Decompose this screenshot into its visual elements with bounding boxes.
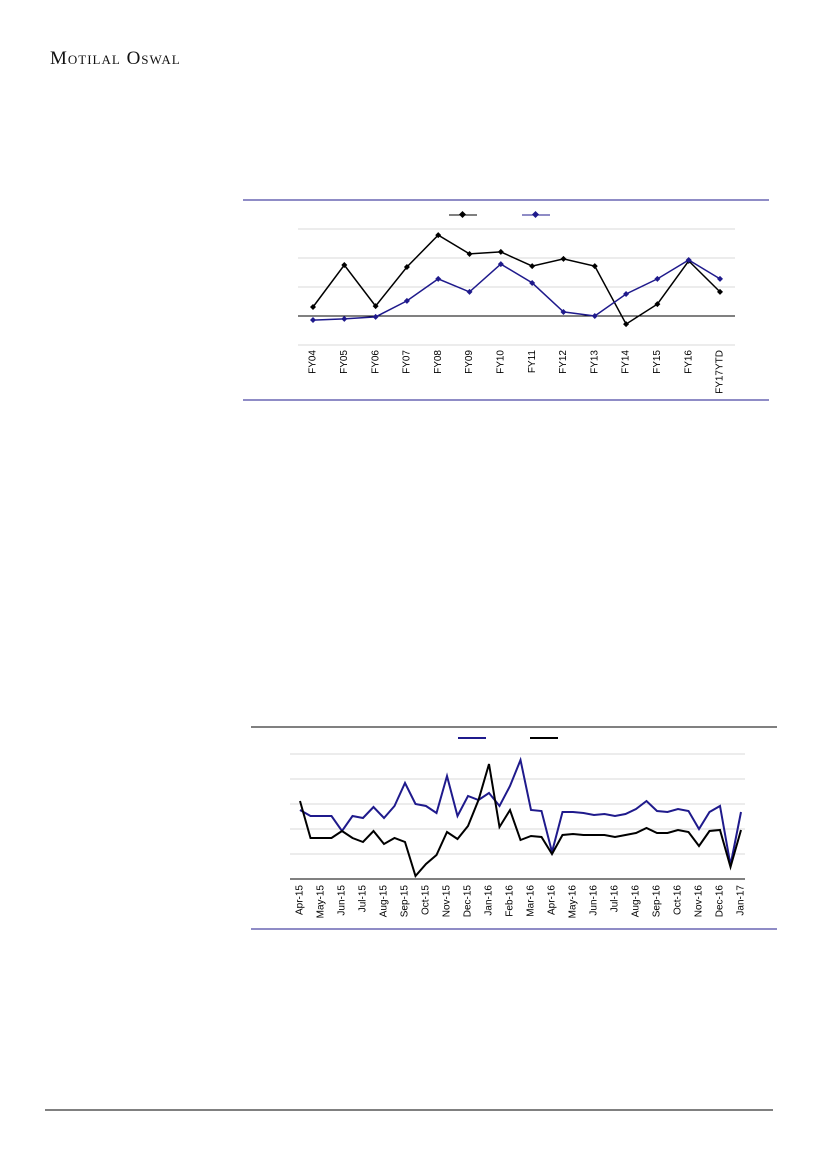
point (623, 290, 630, 297)
point (403, 297, 410, 304)
legend-marker (531, 210, 540, 219)
point (372, 303, 379, 310)
x-tick-label: Oct-15 (421, 885, 432, 915)
x-tick-label: FY10 (495, 350, 506, 374)
point (341, 315, 348, 322)
x-tick-label: Feb-16 (505, 885, 516, 917)
x-tick-label: Dec-15 (463, 885, 474, 918)
x-tick-label: Jan-17 (736, 885, 747, 916)
x-tick-label: FY15 (652, 350, 663, 374)
x-tick-label: Jun-15 (337, 885, 348, 916)
point (560, 308, 567, 315)
point (654, 275, 661, 282)
x-tick-label: May-15 (316, 885, 327, 919)
point (403, 263, 410, 270)
x-tick-label: Aug-15 (379, 885, 390, 918)
point (466, 288, 473, 295)
point (591, 313, 598, 319)
point (685, 257, 692, 264)
x-tick-label: Dec-16 (715, 885, 726, 918)
x-tick-label: Apr-15 (295, 885, 306, 915)
x-tick-label: Sep-16 (652, 885, 663, 918)
x-tick-label: Nov-16 (694, 885, 705, 918)
x-tick-label: Mar-16 (526, 885, 537, 917)
x-tick-label: Oct-16 (673, 885, 684, 915)
brand: Motilal Oswal (50, 48, 181, 69)
point (717, 275, 723, 282)
point (623, 321, 630, 328)
point (654, 301, 661, 308)
point (310, 304, 316, 311)
x-tick-label: FY14 (621, 350, 632, 374)
point (466, 250, 473, 257)
point (529, 263, 536, 270)
point (341, 261, 348, 268)
point (497, 248, 504, 255)
x-tick-label: FY11 (527, 350, 538, 374)
series-line (299, 763, 742, 879)
x-tick-label: FY04 (308, 350, 319, 374)
point (435, 232, 442, 239)
point (372, 313, 379, 320)
x-tick-label: Nov-15 (442, 885, 453, 918)
x-tick-label: FY09 (464, 350, 475, 374)
point (310, 317, 316, 324)
x-tick-label: FY08 (433, 350, 444, 374)
x-tick-label: Jan-16 (484, 885, 495, 916)
x-tick-label: Aug-16 (631, 885, 642, 918)
point (560, 255, 567, 262)
x-tick-label: FY05 (339, 350, 350, 374)
x-tick-label: May-16 (568, 885, 579, 919)
point (717, 288, 723, 295)
x-tick-label: Apr-16 (547, 885, 558, 915)
series-line (299, 756, 742, 866)
x-tick-label: Jul-16 (610, 885, 621, 913)
x-tick-label: Jul-15 (358, 885, 369, 913)
series-line (312, 259, 721, 321)
series-line (312, 234, 721, 326)
point (591, 263, 598, 270)
x-tick-label: FY13 (589, 350, 600, 374)
x-tick-label: FY17YTD (715, 350, 726, 394)
x-tick-label: Jun-16 (589, 885, 600, 916)
x-tick-label: FY16 (683, 350, 694, 374)
point (435, 275, 442, 282)
x-tick-label: Sep-15 (400, 885, 411, 918)
point (497, 261, 504, 268)
legend-marker (458, 210, 467, 219)
point (529, 279, 536, 286)
x-tick-label: FY12 (558, 350, 569, 374)
x-tick-label: FY07 (402, 350, 413, 374)
x-tick-label: FY06 (370, 350, 381, 374)
